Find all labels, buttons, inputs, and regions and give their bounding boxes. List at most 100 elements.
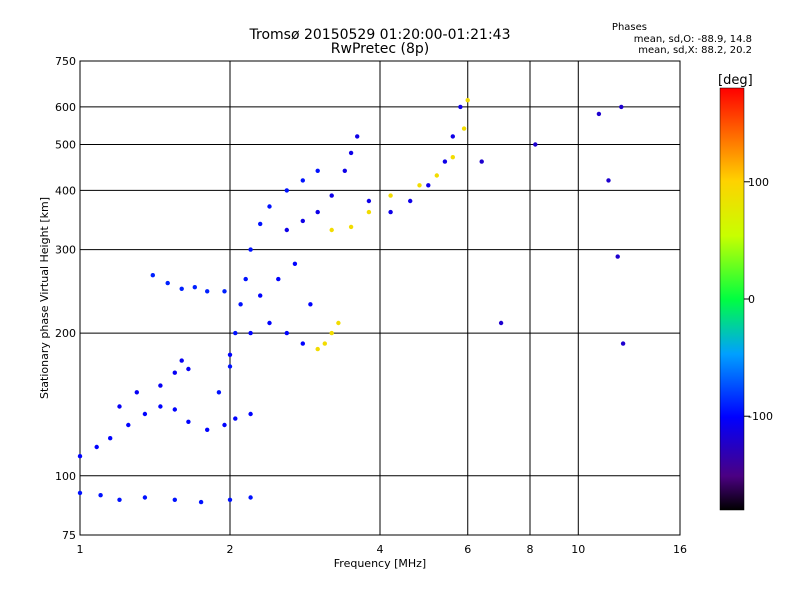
plot-area: 1 2 4 6 8 10 16 75 100 200 300 400 500 600 750: [55, 55, 687, 556]
trace: [479, 104, 626, 346]
x-tick-label: 6: [464, 543, 471, 556]
y-tick-label: 200: [55, 327, 76, 340]
y-ticks: 75 100 200 300 400 500 600 750: [55, 55, 76, 542]
data-point: [172, 497, 177, 502]
data-point: [458, 104, 463, 110]
data-point: [117, 404, 122, 409]
colorbar-label: [deg]: [718, 73, 753, 88]
data-point: [276, 276, 281, 282]
trace: [216, 168, 320, 395]
y-tick-label: 100: [55, 470, 76, 483]
x-axis-label: Frequency [MHz]: [334, 557, 426, 570]
data-point: [366, 209, 372, 215]
y-axis-label: Stationary phase Virtual Height [km]: [38, 197, 51, 399]
data-point: [308, 302, 313, 307]
data-point: [315, 346, 320, 352]
colorbar-tick-label: -100: [748, 410, 773, 423]
trace: [117, 358, 191, 409]
data-point: [329, 330, 334, 336]
colorbar-tick-label: 100: [748, 176, 769, 189]
phases-x-line: mean, sd,X: 88.2, 20.2: [638, 45, 752, 56]
data-point: [77, 454, 83, 459]
colorbar-tick-label: 0: [748, 293, 755, 306]
data-point: [292, 261, 298, 266]
chart-title: Tromsø 20150529 01:20:00-01:21:43: [249, 27, 511, 43]
data-point: [322, 341, 327, 346]
data-point: [222, 289, 227, 294]
data-point: [315, 168, 320, 173]
data-point: [284, 330, 289, 336]
x-tick-label: 8: [527, 543, 534, 556]
data-point: [198, 499, 204, 505]
colorbar-ticks: 100 0 -100: [744, 176, 773, 423]
data-point: [348, 150, 354, 156]
data-point: [408, 198, 413, 204]
data-point: [329, 227, 334, 233]
data-point: [233, 416, 238, 421]
data-point: [619, 104, 624, 110]
data-point: [243, 276, 248, 282]
data-point: [227, 352, 233, 357]
data-point: [615, 254, 620, 259]
data-point: [248, 495, 253, 500]
data-point: [238, 302, 243, 307]
data-point: [172, 370, 177, 375]
data-point: [192, 285, 197, 290]
data-point: [216, 390, 222, 395]
data-point: [267, 320, 272, 326]
data-point: [158, 383, 163, 388]
data-point: [248, 411, 253, 417]
data-point: [108, 436, 113, 441]
data-point: [222, 422, 227, 428]
grid: [80, 61, 680, 535]
x-tick-label: 1: [77, 543, 84, 556]
data-point: [284, 188, 289, 193]
data-point: [596, 111, 602, 117]
x-tick-label: 2: [227, 543, 234, 556]
data-point: [258, 293, 263, 298]
data-point: [342, 168, 347, 173]
data-point: [300, 178, 305, 183]
data-point: [388, 193, 393, 198]
data-point: [186, 366, 191, 372]
trace: [150, 273, 227, 294]
trace: [227, 261, 313, 357]
x-tick-label: 4: [377, 543, 384, 556]
phases-o-line: mean, sd,O: -88.9, 14.8: [633, 34, 752, 45]
trace: [77, 490, 253, 505]
data-point: [179, 286, 184, 291]
data-point: [258, 221, 263, 227]
data-point: [158, 404, 163, 409]
data-point: [284, 227, 289, 233]
y-tick-label: 400: [55, 184, 76, 197]
data-point: [348, 224, 354, 230]
trace: [77, 404, 253, 459]
data-point: [98, 493, 103, 498]
colorbar-gradient: [719, 87, 745, 511]
y-tick-label: 500: [55, 138, 76, 151]
data-point: [442, 159, 448, 164]
data-point: [620, 341, 626, 346]
data-point: [150, 273, 155, 278]
data-point: [142, 411, 148, 417]
data-point: [172, 407, 177, 412]
colorbar: [deg] 100 0 -100: [718, 73, 773, 511]
x-tick-label: 10: [571, 543, 585, 556]
data-point: [179, 358, 184, 363]
data-point: [227, 497, 233, 502]
y-tick-label: 300: [55, 244, 76, 257]
trace: [284, 104, 463, 233]
data-point: [233, 330, 238, 336]
data-point: [465, 98, 470, 103]
data-point: [126, 422, 131, 428]
data-point: [142, 495, 148, 500]
data-point: [165, 280, 170, 286]
data-point: [329, 193, 334, 198]
data-point: [388, 209, 393, 215]
data-point: [248, 247, 253, 252]
data-point: [450, 155, 455, 160]
data-point: [498, 320, 504, 326]
data-point: [426, 183, 431, 188]
data-point: [606, 178, 611, 183]
data-point: [205, 427, 210, 432]
